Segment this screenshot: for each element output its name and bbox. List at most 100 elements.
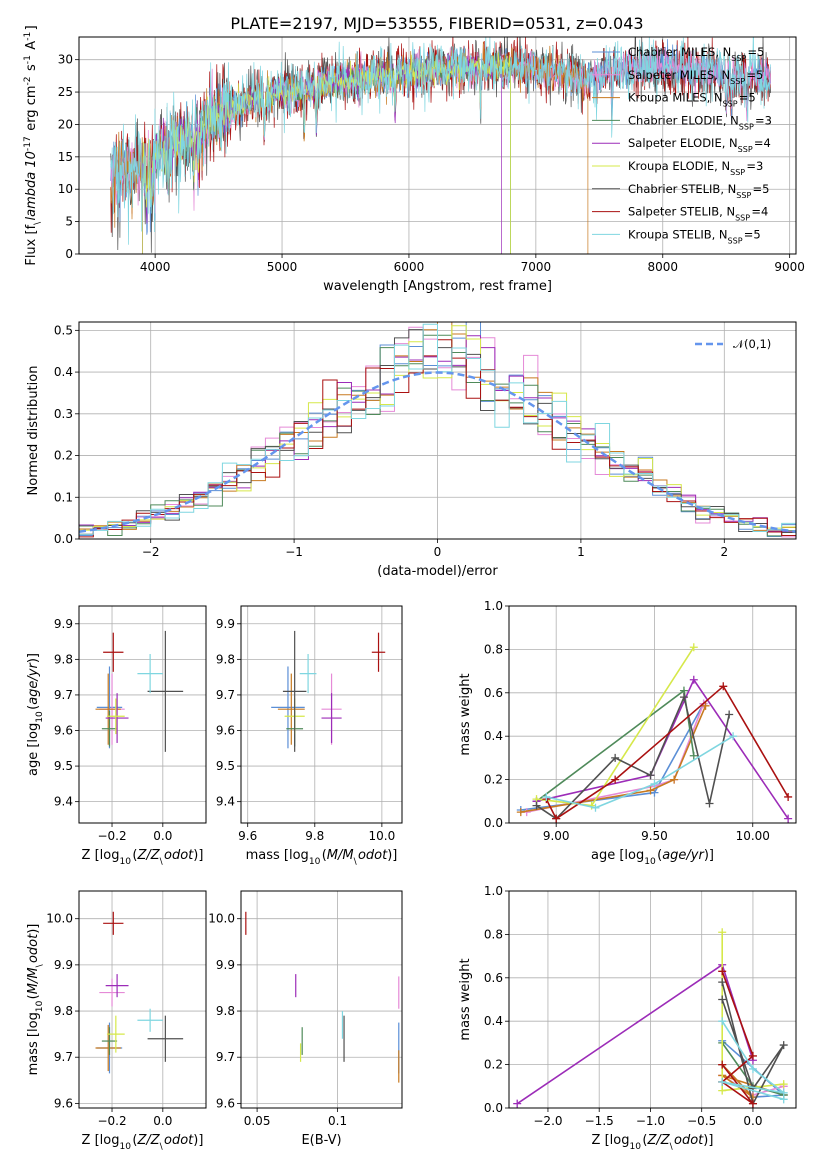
series-marker bbox=[719, 682, 728, 691]
series-marker bbox=[532, 801, 541, 810]
series-marker bbox=[784, 814, 793, 823]
series-line bbox=[520, 705, 707, 813]
x-axis-label: Z [log10 (Z/Z\ odot)] bbox=[82, 848, 204, 867]
y-tick-label: 9.7 bbox=[54, 688, 73, 702]
y-axis-label: Flux [f\ lambda 10-17 erg cm-2 s-1 A-1 ] bbox=[23, 25, 43, 265]
y-tick-label: 0.4 bbox=[54, 365, 73, 379]
series-marker bbox=[748, 1051, 757, 1060]
y-axis-label: mass weight bbox=[458, 958, 473, 1040]
y-tick-label: 9.5 bbox=[54, 759, 73, 773]
chart-residuals: −2 −1 0 1 2 0.0 0.1 0.2 0.3 0.4 0.5 (data-model)/er… bbox=[26, 321, 797, 579]
series-marker bbox=[670, 775, 679, 784]
x-tick-label: −0.2 bbox=[97, 829, 126, 843]
grid bbox=[241, 606, 402, 823]
y-tick-label: 9.9 bbox=[216, 617, 235, 631]
series-marker bbox=[689, 751, 698, 760]
plot-area bbox=[95, 911, 184, 1074]
x-axis-label: E(B-V) bbox=[301, 1133, 341, 1148]
plot-area bbox=[79, 322, 796, 539]
errorbar-kroupa-stelib bbox=[137, 654, 163, 694]
x-axis-label: (data-model)/error bbox=[377, 564, 498, 579]
y-tick-label: 0.3 bbox=[54, 407, 73, 421]
errorbar-chabrier-stelib bbox=[147, 630, 184, 752]
x-tick-label: 4000 bbox=[140, 260, 171, 274]
x-tick-label: 0.0 bbox=[153, 1114, 172, 1128]
x-tick-label: 1 bbox=[577, 545, 585, 559]
legend-label-gaussian: 𝒩(0,1) bbox=[733, 337, 771, 351]
series-marker bbox=[646, 771, 655, 780]
spectrum-legend: Chabrier MILES, NSSP =5 Salpeter MILES, N… bbox=[592, 45, 772, 245]
y-tick-label: 9.8 bbox=[54, 652, 73, 666]
x-axis-label: age [log10 (age/yr)] bbox=[591, 848, 714, 867]
series-marker bbox=[718, 1017, 727, 1026]
errorbar-kroupa-elodie bbox=[106, 698, 125, 735]
axes-frame bbox=[240, 890, 403, 1109]
y-tick-label: 20 bbox=[58, 117, 73, 131]
y-tick-label: 30 bbox=[58, 53, 73, 67]
legend-label-chabrier-stelib: Chabrier STELIB, NSSP =5 bbox=[628, 182, 769, 200]
chart-Z_age: −0.2 0.0 9.4 9.5 9.6 9.7 9.8 9.9 Z [log10 (Z/Z\ … bbox=[26, 605, 207, 867]
chart-Z_weight: −2.0 −1.5 −1.0 −0.5 0.0 0.0 0.2 0.4 0.6 0.8 1.0 Z [… bbox=[458, 884, 797, 1152]
y-tick-label: 0.4 bbox=[484, 729, 503, 743]
x-tick-label: −0.2 bbox=[97, 1114, 126, 1128]
figure-title: PLATE=2197, MJD=53555, FIBERID=0531, z=0… bbox=[230, 14, 643, 33]
y-tick-label: 0.2 bbox=[54, 449, 73, 463]
y-tick-label: 9.9 bbox=[216, 958, 235, 972]
y-tick-label: 0.2 bbox=[484, 1058, 503, 1072]
y-tick-label: 9.4 bbox=[216, 795, 235, 809]
series-marker bbox=[779, 1095, 788, 1104]
series-kroupa-stelib bbox=[718, 1017, 788, 1104]
x-tick-label: 9.00 bbox=[543, 829, 570, 843]
grid bbox=[241, 891, 402, 1108]
errorbar-chabrier-elodie bbox=[101, 1027, 118, 1055]
spectrum-kroupa-stelib bbox=[110, 37, 771, 245]
axes-frame bbox=[78, 605, 207, 824]
y-tick-label: 10 bbox=[58, 182, 73, 196]
y-tick-label: 9.8 bbox=[216, 1004, 235, 1018]
legend-label-salpeter-stelib: Salpeter STELIB, NSSP =4 bbox=[628, 205, 768, 223]
axes-frame bbox=[78, 890, 207, 1109]
y-tick-label: 25 bbox=[58, 85, 73, 99]
y-tick-label: 0.6 bbox=[484, 686, 503, 700]
y-tick-label: 15 bbox=[58, 150, 73, 164]
series-marker bbox=[611, 753, 620, 762]
x-tick-label: 9.6 bbox=[238, 829, 257, 843]
x-tick-label: 0 bbox=[434, 545, 442, 559]
y-tick-label: 9.9 bbox=[54, 958, 73, 972]
series-marker bbox=[784, 792, 793, 801]
x-tick-label: 0.05 bbox=[244, 1114, 271, 1128]
legend-label-chabrier-elodie: Chabrier ELODIE, NSSP =3 bbox=[628, 113, 772, 130]
y-tick-label: 0.0 bbox=[484, 816, 503, 830]
y-tick-label: 0.8 bbox=[484, 927, 503, 941]
series-marker bbox=[718, 928, 727, 937]
axes-frame bbox=[78, 36, 797, 255]
errorbar-salpeter-miles bbox=[99, 978, 125, 1007]
series-line bbox=[536, 678, 789, 820]
y-axis-label: mass weight bbox=[458, 673, 473, 755]
y-tick-label: 0.6 bbox=[484, 971, 503, 985]
y-tick-label: 0.0 bbox=[484, 1101, 503, 1115]
series-marker bbox=[748, 1099, 757, 1108]
errorbar-kroupa-miles bbox=[277, 673, 305, 745]
x-axis-label: mass [log10 (M/M\ odot)] bbox=[246, 848, 398, 867]
series-kroupa-miles bbox=[516, 701, 710, 817]
series-marker bbox=[513, 1099, 522, 1108]
series-marker bbox=[516, 808, 525, 817]
errorbar-salpeter-stelib bbox=[371, 632, 386, 672]
x-tick-label: 0.1 bbox=[328, 1114, 347, 1128]
x-tick-label: 9000 bbox=[774, 260, 805, 274]
plot-area bbox=[271, 630, 386, 752]
series-marker bbox=[718, 1077, 727, 1086]
grid bbox=[509, 890, 796, 1109]
series-line bbox=[546, 735, 734, 809]
errorbar-salpeter-elodie bbox=[105, 693, 129, 743]
y-tick-label: 5 bbox=[65, 215, 73, 229]
x-tick-label: −1.0 bbox=[636, 1114, 665, 1128]
series-marker bbox=[718, 1086, 727, 1095]
errorbar-salpeter-stelib bbox=[103, 911, 124, 935]
errorbar-chabrier-stelib bbox=[282, 630, 307, 752]
errorbar-salpeter-elodie bbox=[105, 974, 129, 998]
series-salpeter-elodie bbox=[513, 960, 757, 1108]
chart-age_weight: 9.00 9.50 10.00 0.0 0.2 0.4 0.6 0.8 1.0 age [log1… bbox=[458, 599, 797, 867]
